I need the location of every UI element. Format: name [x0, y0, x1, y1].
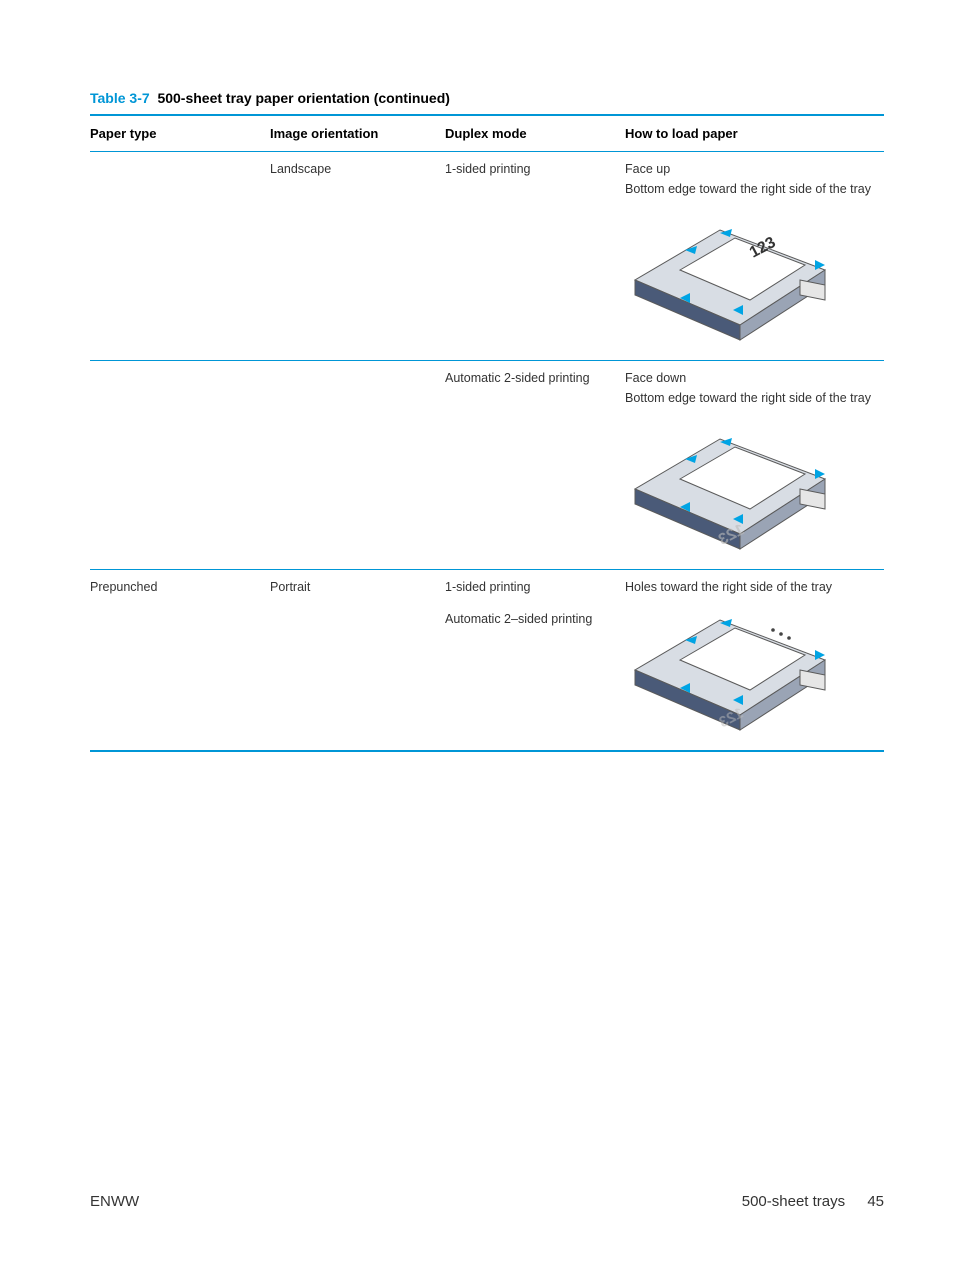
- table-row: PrepunchedPortrait1-sided printingAutoma…: [90, 570, 884, 752]
- table-number: Table 3-7: [90, 90, 150, 106]
- col-paper-type: Paper type: [90, 115, 270, 152]
- load-title: Face up: [625, 162, 876, 176]
- load-desc: Bottom edge toward the right side of the…: [625, 182, 876, 196]
- col-duplex-mode: Duplex mode: [445, 115, 625, 152]
- cell-image-orientation: [270, 361, 445, 570]
- table-title: 500-sheet tray paper orientation (contin…: [154, 90, 450, 106]
- cell-image-orientation: Portrait: [270, 570, 445, 752]
- tray-illustration-icon: 123: [625, 210, 835, 350]
- tray-illustration-icon: 123: [625, 600, 835, 740]
- cell-duplex-mode: Automatic 2-sided printing: [445, 361, 625, 570]
- col-image-orientation: Image orientation: [270, 115, 445, 152]
- table-caption: Table 3-7 500-sheet tray paper orientati…: [90, 90, 884, 106]
- orientation-table: Paper type Image orientation Duplex mode…: [90, 114, 884, 752]
- cell-paper-type: Prepunched: [90, 570, 270, 752]
- table-row: Landscape1-sided printingFace up Bottom e…: [90, 152, 884, 361]
- page-footer: ENWW 500-sheet trays 45: [90, 1193, 884, 1210]
- cell-how-to-load: Face down Bottom edge toward the right si…: [625, 361, 884, 570]
- cell-paper-type: [90, 361, 270, 570]
- cell-how-to-load: Holes toward the right side of the tray …: [625, 570, 884, 752]
- tray-illustration-icon: 123: [625, 419, 835, 559]
- table-header-row: Paper type Image orientation Duplex mode…: [90, 115, 884, 152]
- cell-duplex-mode: 1-sided printingAutomatic 2–sided printi…: [445, 570, 625, 752]
- cell-how-to-load: Face up Bottom edge toward the right side…: [625, 152, 884, 361]
- load-desc: Bottom edge toward the right side of the…: [625, 391, 876, 405]
- cell-paper-type: [90, 152, 270, 361]
- load-title: Holes toward the right side of the tray: [625, 580, 876, 594]
- footer-left: ENWW: [90, 1193, 139, 1210]
- cell-image-orientation: Landscape: [270, 152, 445, 361]
- table-row: Automatic 2-sided printingFace down Botto…: [90, 361, 884, 570]
- footer-right: 500-sheet trays 45: [742, 1193, 884, 1210]
- load-title: Face down: [625, 371, 876, 385]
- cell-duplex-mode: 1-sided printing: [445, 152, 625, 361]
- col-how-to-load: How to load paper: [625, 115, 884, 152]
